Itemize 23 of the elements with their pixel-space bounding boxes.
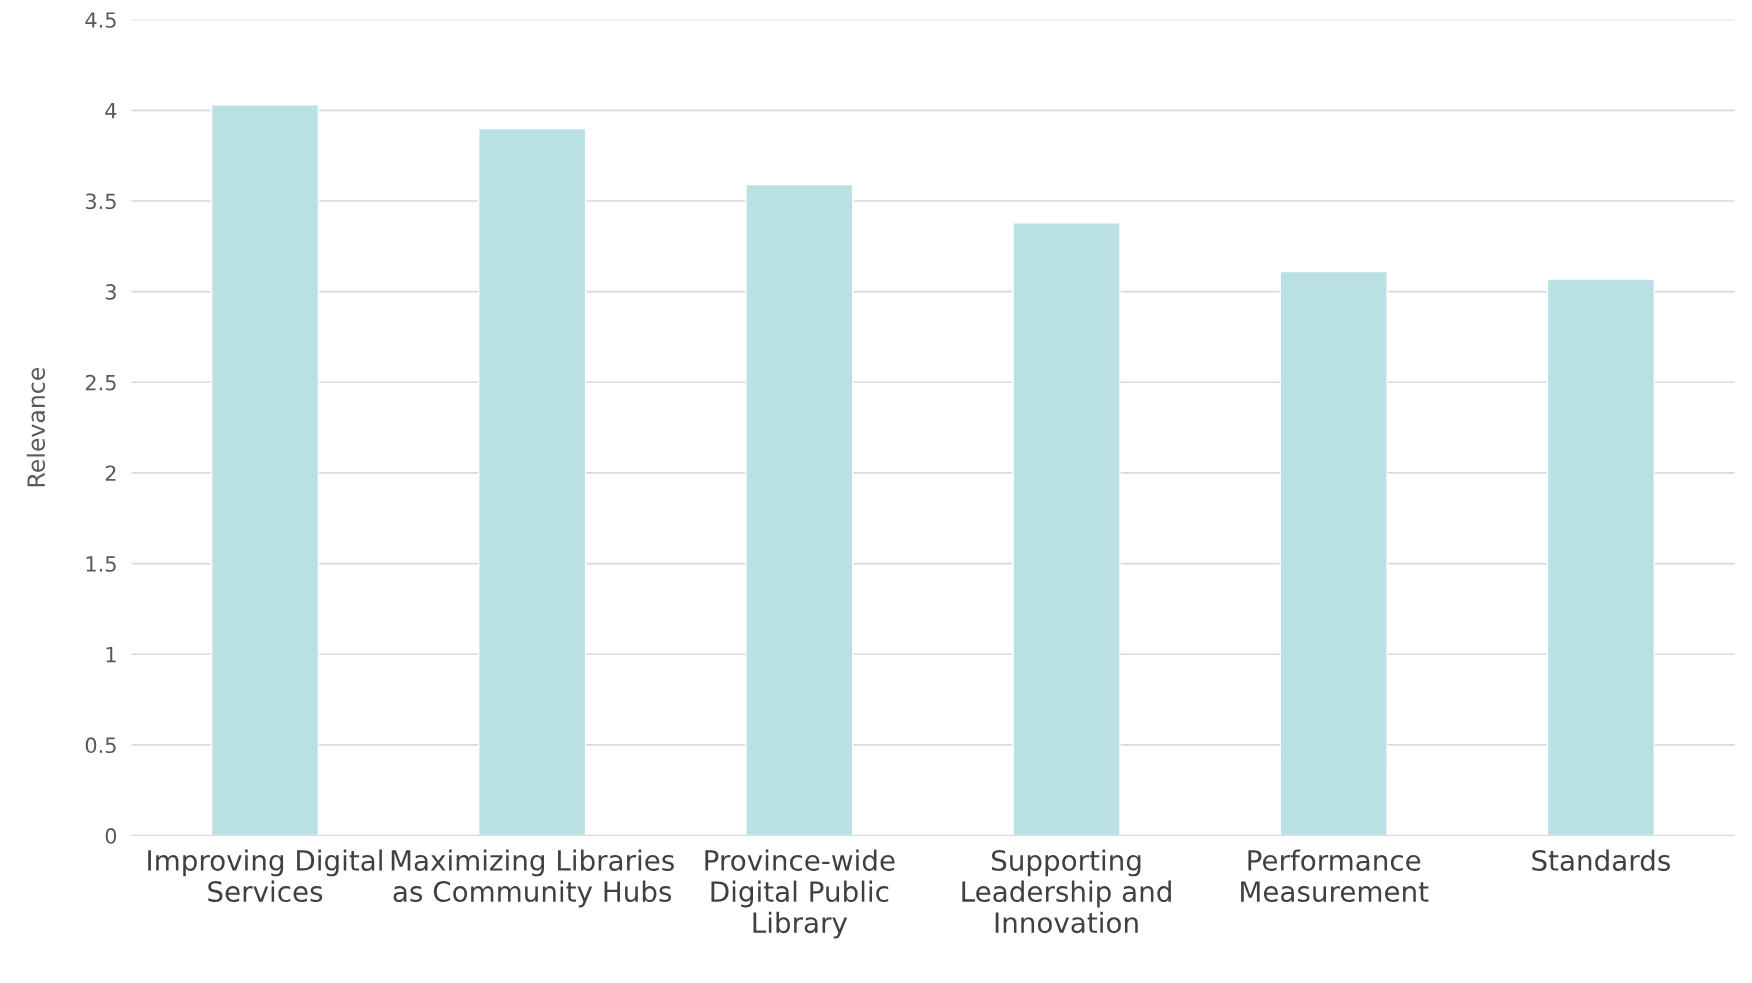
bar	[478, 127, 587, 836]
x-tick-label: Standards	[1532, 849, 1670, 871]
x-tick-label: Province-wide Digital Public Library	[705, 849, 895, 939]
bar	[1279, 270, 1388, 836]
y-tick-label: 1.5	[86, 556, 116, 572]
y-axis-title: Relevance	[26, 367, 46, 487]
x-tick-label: Maximizing Libraries as Community Hubs	[391, 849, 674, 908]
x-tick-label: Supporting Leadership and Innovation	[962, 849, 1171, 934]
bar	[1546, 278, 1656, 836]
bar	[1012, 222, 1121, 836]
y-tick-label: 0.5	[85, 737, 116, 754]
bar	[745, 183, 854, 836]
bar	[210, 104, 320, 836]
y-tick-label: 4.5	[85, 12, 116, 28]
y-tick-label: 2.5	[85, 374, 116, 391]
x-tick-label: Performance Measurement	[1241, 849, 1429, 903]
x-tick-label: Improving Digital Services	[148, 849, 382, 903]
y-tick-label: 1	[106, 646, 116, 663]
y-tick-label: 3	[105, 284, 116, 300]
y-tick-label: 2	[105, 465, 116, 481]
y-tick-label: 0	[105, 828, 117, 844]
y-tick-label: 4	[105, 103, 117, 119]
y-tick-label: 3.5	[85, 193, 116, 210]
